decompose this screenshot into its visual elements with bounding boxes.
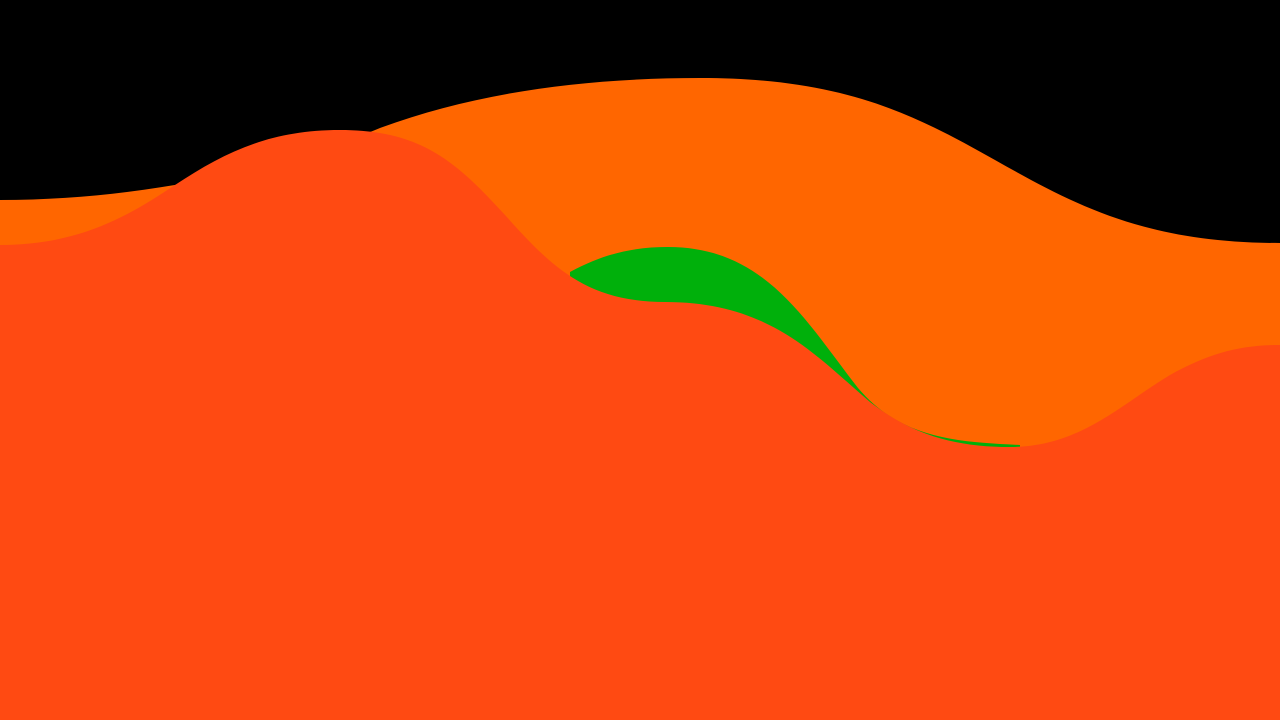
front-red-orange-wave [0,130,1280,720]
